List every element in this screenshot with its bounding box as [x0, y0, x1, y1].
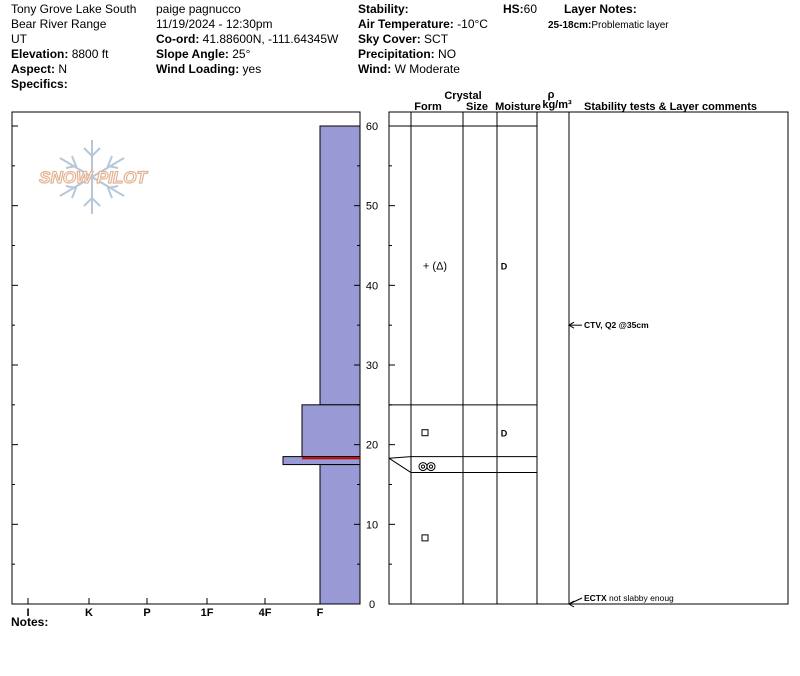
wind-row: Wind: W Moderate: [358, 62, 460, 76]
wind-loading-row: Wind Loading: yes: [156, 62, 262, 76]
layer-notes-title: Layer Notes:: [564, 2, 637, 16]
layer-table-columns: [410, 112, 570, 604]
stability-row: Stability:: [358, 2, 409, 16]
double-circle-inner-icon: [428, 464, 434, 469]
stability-tests: CTV, Q2 @35cm ECTX not slabby enoug: [568, 320, 674, 608]
moisture-label-0: D: [501, 261, 508, 271]
height-label-60: 60: [366, 121, 378, 133]
sky-row: Sky Cover: SCT: [358, 32, 449, 46]
precip-row: Precipitation: NO: [358, 47, 457, 61]
col-moisture: Moisture: [495, 101, 541, 113]
stability-test-1: ECTX not slabby enoug: [584, 593, 674, 603]
height-axis-labels: 0 10 20 30 40 50 60: [366, 121, 378, 611]
height-label-50: 50: [366, 201, 378, 213]
range-name: Bear River Range: [11, 17, 107, 31]
hardness-label-1F: 1F: [201, 607, 214, 619]
plus-paren-icon: + (Δ): [423, 260, 447, 272]
wind-loading-value: yes: [242, 62, 262, 76]
state-name: UT: [11, 32, 27, 46]
hardness-axis: I K P 1F 4F F: [26, 598, 324, 619]
hardness-label-4F: 4F: [259, 607, 272, 619]
wind-value: W Moderate: [394, 62, 460, 76]
arrowhead-icon: [568, 321, 575, 329]
air-temp-row: Air Temperature: -10°C: [358, 17, 488, 31]
moisture-label-1: D: [501, 429, 508, 439]
layer-boundaries: [388, 125, 537, 474]
hardness-layer-1: [301, 404, 361, 458]
obs-datetime: 11/19/2024 - 12:30pm: [156, 17, 273, 31]
elevation-value: 8800 ft: [71, 47, 109, 61]
col-density-unit: kg/m³: [542, 99, 572, 111]
height-label-0: 0: [369, 599, 375, 611]
col-stability: Stability tests & Layer comments: [584, 101, 757, 113]
boundary-connector-a: [388, 456, 412, 459]
air-temp-value: -10°C: [457, 17, 488, 31]
coord-value: 41.88600N, -111.64345W: [202, 32, 339, 46]
hardness-layer-3: [319, 464, 361, 605]
double-circle-icon: [418, 462, 428, 472]
snowflake-icon: [59, 140, 125, 214]
header-observer-block: paige pagnucco 11/19/2024 - 12:30pm Co-o…: [156, 2, 338, 77]
col-crystal: Crystal: [444, 90, 481, 102]
height-label-30: 30: [366, 360, 378, 372]
hardness-layers: [282, 125, 361, 605]
snowpilot-logo: SNOW PILOT: [39, 140, 149, 214]
square-icon: [421, 429, 429, 437]
observer-name: paige pagnucco: [156, 2, 241, 16]
hs-row: HS:60: [503, 2, 538, 16]
location-name: Tony Grove Lake South: [11, 2, 137, 16]
hs-value: 60: [523, 2, 538, 16]
square-icon: [421, 534, 429, 542]
boundary-connector-b: [388, 457, 412, 473]
header-location-block: Tony Grove Lake South Bear River Range U…: [11, 2, 136, 92]
col-rho: ρ: [548, 89, 555, 101]
slope-value: 25°: [232, 47, 251, 61]
hardness-label-K: K: [85, 607, 93, 619]
grain-rows: + (Δ) D D: [418, 260, 508, 542]
layer-note-row: 25-18cm:Problematic layer: [548, 18, 669, 33]
double-circle-inner-icon: [420, 464, 426, 469]
height-label-10: 10: [366, 519, 378, 531]
col-form: Form: [414, 101, 442, 113]
height-label-40: 40: [366, 280, 378, 292]
sky-value: SCT: [424, 32, 449, 46]
hardness-layer-0: [319, 125, 361, 406]
slope-row: Slope Angle: 25°: [156, 47, 251, 61]
specifics-row: Specifics:: [11, 77, 68, 91]
height-label-20: 20: [366, 440, 378, 452]
header-weather-block: Stability: Air Temperature: -10°C Sky Co…: [358, 2, 488, 77]
precip-value: NO: [438, 47, 457, 61]
aspect-row: Aspect: N: [11, 62, 68, 76]
aspect-value: N: [58, 62, 68, 76]
layer-table-frame: [388, 111, 789, 605]
hardness-label-I: I: [26, 607, 29, 619]
elevation-row: Elevation: 8800 ft: [11, 47, 109, 61]
col-size: Size: [466, 101, 488, 113]
double-circle-icon: [426, 462, 436, 472]
stability-test-0: CTV, Q2 @35cm: [584, 320, 649, 330]
hardness-label-F: F: [317, 607, 324, 619]
layer-note-depth: 25-18cm:: [548, 20, 592, 31]
layer-note-text: Problematic layer: [591, 20, 669, 31]
logo-text: SNOW PILOT: [39, 168, 148, 187]
coord-row: Co-ord: 41.88600N, -111.64345W: [156, 32, 339, 46]
layer-notes-block: Layer Notes:: [564, 2, 637, 17]
hardness-label-P: P: [143, 607, 150, 619]
arrowhead-icon: [568, 600, 575, 608]
height-ticks-left: [12, 125, 18, 605]
notes-label: Notes:: [11, 615, 48, 629]
